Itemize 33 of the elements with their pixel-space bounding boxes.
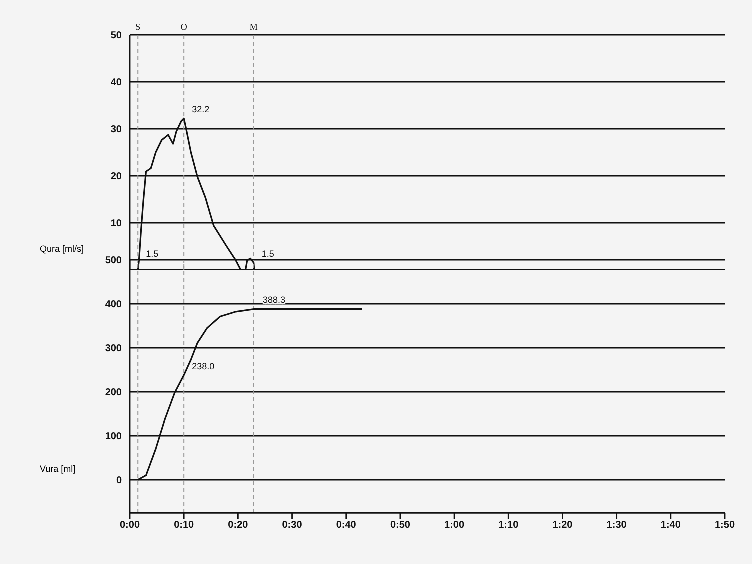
y-axis-title: Vura [ml]: [40, 464, 76, 474]
ref-line-label: M: [250, 22, 258, 32]
annotation: 32.2: [192, 104, 210, 115]
annotation: 238.0: [192, 361, 215, 372]
x-tick-label: 0:20: [228, 520, 249, 532]
y-tick-label: 40: [110, 78, 122, 89]
y-tick-label: 400: [105, 300, 122, 311]
y-tick-label: 10: [110, 218, 122, 230]
x-tick-label: 1:40: [660, 520, 682, 532]
y-tick-label: 300: [105, 344, 122, 355]
y-tick-label: 200: [105, 388, 122, 399]
y-tick-label: 20: [110, 172, 122, 183]
annotation: 1.5: [262, 248, 274, 259]
x-tick-label: 0:50: [390, 520, 411, 532]
x-tick-label: 0:10: [174, 520, 195, 532]
y-tick-label: 100: [105, 432, 122, 443]
annotation: 388.3: [262, 295, 286, 306]
x-tick-label: 1:20: [552, 520, 574, 532]
y-axis-title: Qura [ml/s]: [40, 244, 84, 254]
x-tick-label: 0:00: [120, 520, 140, 532]
x-tick-label: 0:30: [282, 520, 303, 532]
x-tick-label: 1:10: [498, 520, 520, 532]
y-tick-label: 50: [110, 30, 122, 42]
x-tick-label: 1:30: [606, 520, 628, 532]
y-tick-label: 500: [105, 256, 122, 267]
x-tick-label: 1:00: [444, 520, 465, 532]
ref-line-label: O: [180, 22, 188, 32]
ref-line-label: S: [136, 22, 141, 32]
y-tick-label: 0: [116, 476, 122, 487]
y-tick-label: 30: [110, 124, 122, 136]
x-tick-label: 1:50: [714, 520, 736, 532]
annotation: 1.5: [146, 248, 159, 259]
x-tick-label: 0:40: [336, 520, 357, 532]
